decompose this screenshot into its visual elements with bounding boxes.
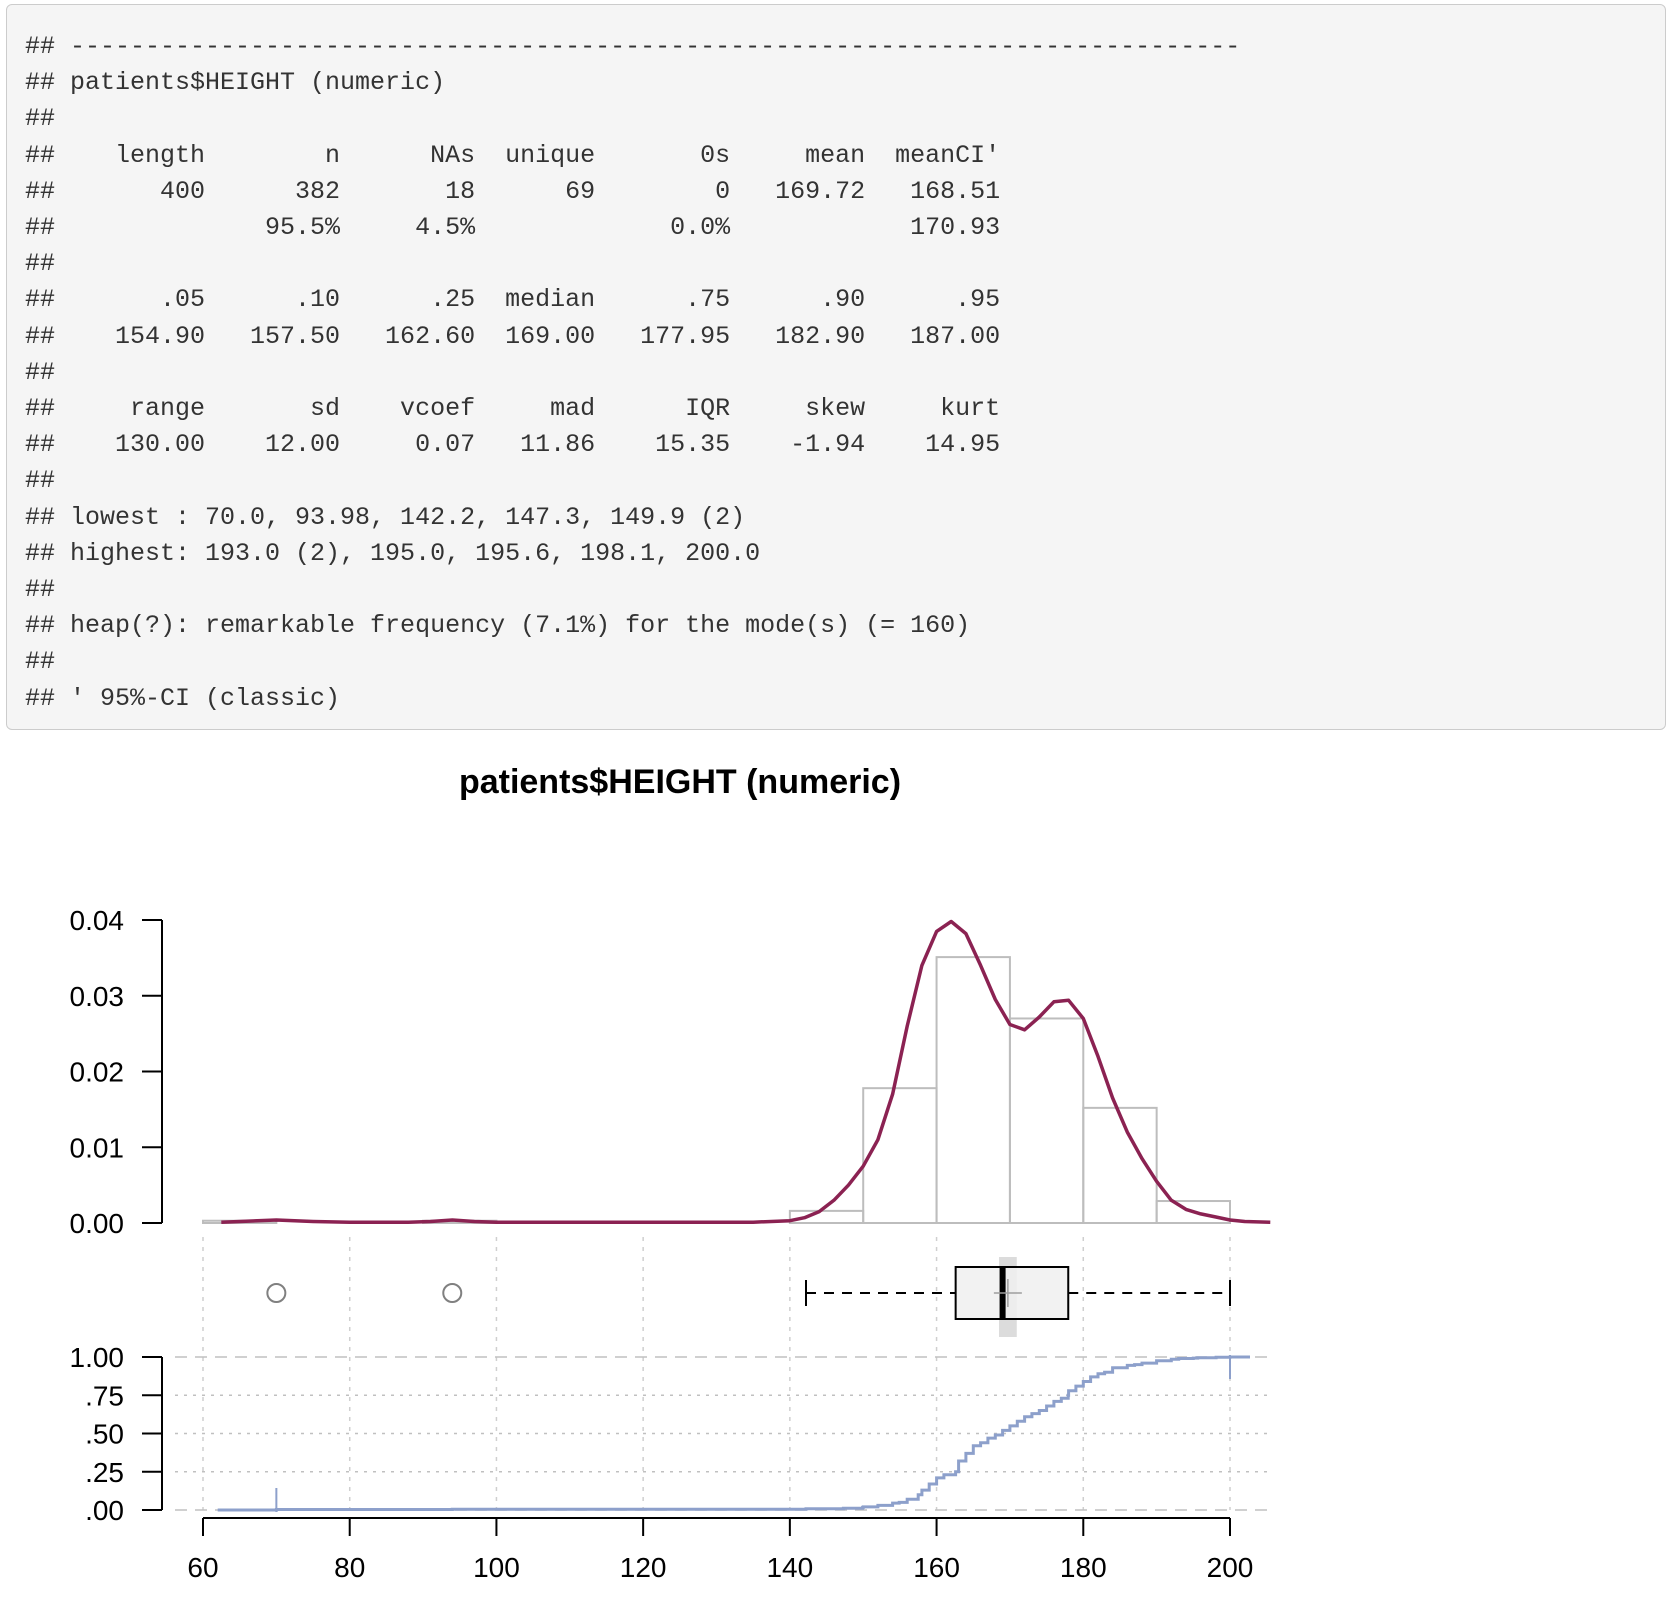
x-tick-label: 100 <box>473 1552 520 1583</box>
ecdf-y-tick-label: 1.00 <box>70 1342 125 1373</box>
histogram-panel: 0.00 0.01 0.02 0.03 0.04 <box>70 905 1271 1239</box>
x-tick-label: 140 <box>766 1552 813 1583</box>
hist-y-tick-label: 0.04 <box>70 905 125 936</box>
ecdf-step-line <box>217 1355 1250 1512</box>
x-tick-label: 80 <box>334 1552 365 1583</box>
console-line: ## 400 382 18 69 0 169.72 168.51 <box>25 176 1001 206</box>
console-line: ## .05 .10 .25 median .75 .90 .95 <box>25 285 1001 315</box>
x-tick-label: 180 <box>1060 1552 1107 1583</box>
console-line: ## ' 95%-CI (classic) <box>25 683 341 713</box>
console-line: ## 154.90 157.50 162.60 169.00 177.95 18… <box>25 321 1001 351</box>
desc-plot: patients$HEIGHT (numeric) 0.00 0.01 0.02 0.… <box>0 740 1674 1598</box>
outlier-point <box>266 1283 287 1303</box>
hist-y-tick-label: 0.02 <box>70 1057 125 1088</box>
x-tick-label: 120 <box>620 1552 667 1583</box>
ecdf-y-tick-label: .00 <box>85 1495 124 1526</box>
console-line: ## patients$HEIGHT (numeric) <box>25 68 446 98</box>
x-tick-label: 200 <box>1207 1552 1254 1583</box>
console-line: ## <box>25 647 56 677</box>
histogram-bar <box>862 1087 938 1225</box>
outlier-point <box>442 1283 463 1303</box>
console-output: ## -------------------------------------… <box>6 4 1666 730</box>
console-line: ## 95.5% 4.5% 0.0% 170.93 <box>25 213 1001 242</box>
console-line: ## heap(?): remarkable frequency (7.1%) … <box>25 611 971 641</box>
console-line: ## range sd vcoef mad IQR skew kurt <box>25 394 1001 423</box>
console-line: ## <box>25 357 56 387</box>
histogram-bar <box>935 956 1011 1224</box>
ecdf-y-tick-label: .25 <box>85 1457 124 1488</box>
hist-y-tick-label: 0.00 <box>70 1208 125 1239</box>
histogram-bar <box>1082 1106 1158 1224</box>
console-line: ## <box>25 575 56 604</box>
hist-y-tick-label: 0.01 <box>70 1132 125 1163</box>
console-line: ## 130.00 12.00 0.07 11.86 15.35 -1.94 1… <box>25 430 1001 460</box>
ecdf-y-tick-label: .50 <box>85 1419 124 1450</box>
x-tick-label: 160 <box>913 1552 960 1583</box>
console-line: ## <box>25 466 56 496</box>
chart-title: patients$HEIGHT (numeric) <box>459 763 901 801</box>
histogram-bar <box>1155 1200 1231 1225</box>
histogram-bar <box>1008 1017 1085 1224</box>
console-line: ## <box>25 104 56 134</box>
chart-svg: patients$HEIGHT (numeric) 0.000.010.020.… <box>70 763 1271 1583</box>
hist-y-tick-label: 0.03 <box>70 981 125 1012</box>
console-line: ## -------------------------------------… <box>25 32 1241 61</box>
x-tick-label: 60 <box>187 1552 218 1583</box>
console-line: ## lowest : 70.0, 93.98, 142.2, 147.3, 1… <box>25 502 746 532</box>
console-line: ## length n NAs unique 0s mean meanCI' <box>25 140 1001 170</box>
ecdf-panel: .00 .25 .50 .75 1.00 60 80 100 120 140 160 180 200 <box>70 1342 1268 1583</box>
boxplot-panel <box>202 1237 1231 1510</box>
ecdf-y-tick-label: .75 <box>85 1380 124 1411</box>
console-line: ## <box>25 249 56 279</box>
density-curve <box>221 919 1271 1224</box>
console-line: ## highest: 193.0 (2), 195.0, 195.6, 198… <box>25 538 761 568</box>
